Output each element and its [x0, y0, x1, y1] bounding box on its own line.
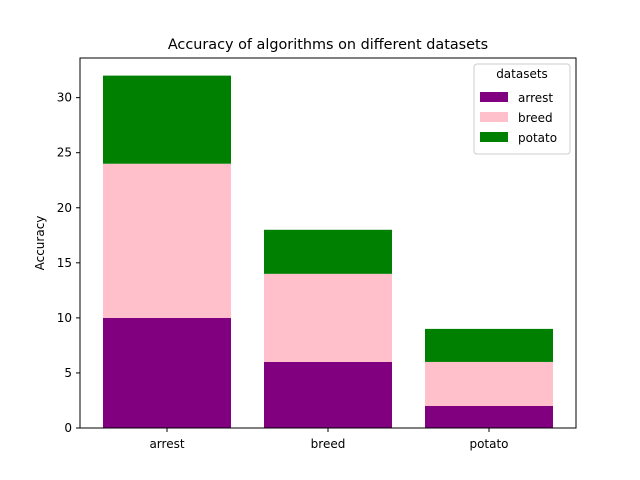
x-tick-label-arrest: arrest	[149, 437, 184, 451]
bar-potato-arrest	[425, 405, 553, 428]
y-tick-label-0: 0	[64, 421, 72, 435]
legend: datasets arrest breed potato	[473, 63, 571, 155]
legend-title: datasets	[496, 67, 548, 81]
bar-breed-breed	[264, 273, 392, 362]
y-tick-label-30: 30	[57, 91, 72, 105]
y-axis-label: Accuracy	[33, 216, 47, 271]
chart-title: Accuracy of algorithms on different data…	[168, 37, 488, 53]
y-tick-label-25: 25	[57, 146, 72, 160]
x-tick-label-potato: potato	[469, 437, 508, 451]
bar-arrest-arrest	[103, 317, 231, 428]
bar-potato-potato	[425, 328, 553, 362]
bar-potato-breed	[425, 361, 553, 406]
axes-frame	[79, 57, 577, 429]
y-tick-label-10: 10	[57, 311, 72, 325]
legend-label-arrest: arrest	[518, 91, 553, 105]
bar-breed-arrest	[264, 361, 392, 428]
legend-swatch-arrest	[480, 92, 508, 102]
legend-label-breed: breed	[518, 111, 553, 125]
y-tick-label-15: 15	[57, 256, 72, 270]
y-tick-label-5: 5	[64, 366, 72, 380]
legend-box	[473, 63, 571, 155]
legend-label-potato: potato	[518, 131, 557, 145]
bar-arrest-breed	[103, 163, 231, 318]
legend-swatch-potato	[480, 132, 508, 142]
legend-swatch-breed	[480, 112, 508, 122]
x-tick-label-breed: breed	[311, 437, 346, 451]
bar-breed-potato	[264, 229, 392, 274]
bar-arrest-potato	[103, 75, 231, 164]
y-tick-label-20: 20	[57, 201, 72, 215]
plot-area: arrest breed potato 0 5 10 15 20 25 30	[57, 75, 553, 451]
legend-items: arrest breed potato	[480, 91, 557, 145]
